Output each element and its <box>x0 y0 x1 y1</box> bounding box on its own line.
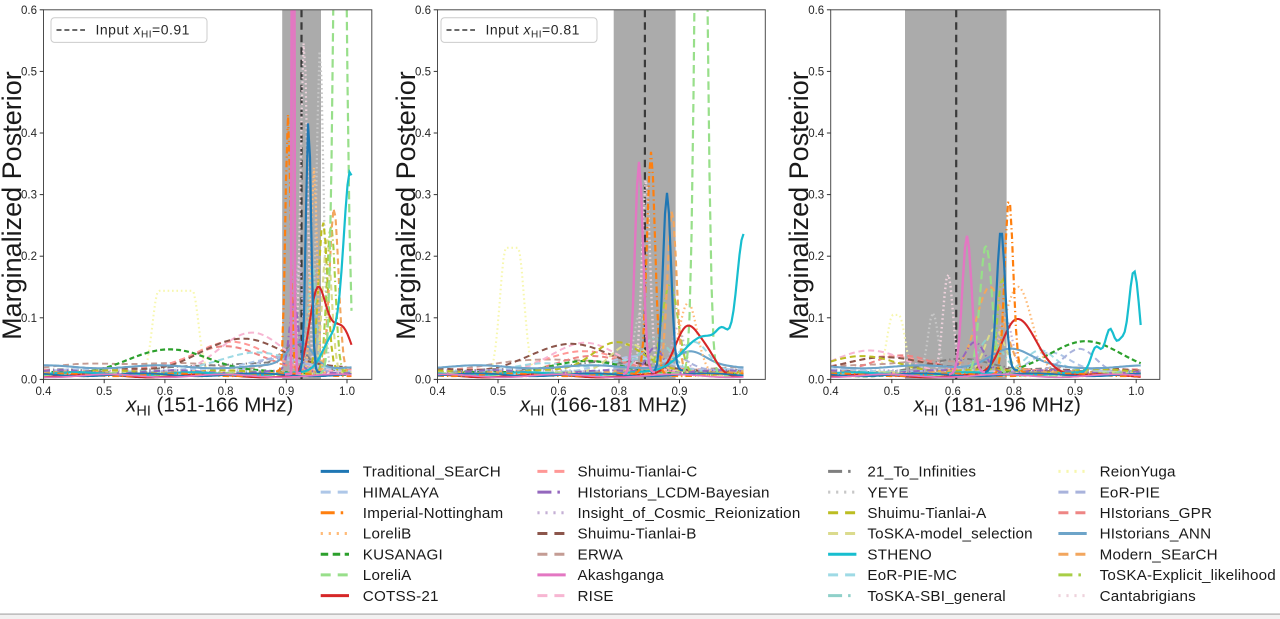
svg-text:0.5: 0.5 <box>415 66 431 78</box>
svg-text:0.4: 0.4 <box>415 128 432 140</box>
svg-text:ToSKA-Explicit_likelihood: ToSKA-Explicit_likelihood <box>1100 567 1276 584</box>
svg-text:1.0: 1.0 <box>339 386 355 398</box>
svg-text:0.4: 0.4 <box>808 128 825 140</box>
svg-text:0.3: 0.3 <box>21 190 37 202</box>
svg-text:0.9: 0.9 <box>278 386 294 398</box>
svg-text:0.6: 0.6 <box>415 5 431 17</box>
svg-text:xHI (166-181 MHz): xHI (166-181 MHz) <box>519 394 687 420</box>
svg-text:Traditional_SEarCH: Traditional_SEarCH <box>363 464 501 481</box>
svg-text:Input xHI=0.91: Input xHI=0.91 <box>96 22 190 41</box>
svg-text:0.0: 0.0 <box>21 374 37 386</box>
svg-text:HIstorians_GPR: HIstorians_GPR <box>1100 505 1213 522</box>
svg-text:YEYE: YEYE <box>867 484 908 501</box>
svg-text:Shuimu-Tianlai-A: Shuimu-Tianlai-A <box>867 505 987 522</box>
svg-text:1.0: 1.0 <box>732 386 748 398</box>
svg-text:0.6: 0.6 <box>808 5 824 17</box>
svg-text:0.2: 0.2 <box>415 251 431 263</box>
svg-text:KUSANAGI: KUSANAGI <box>363 546 443 563</box>
svg-text:COTSS-21: COTSS-21 <box>363 588 439 605</box>
svg-text:0.3: 0.3 <box>415 190 431 202</box>
svg-text:0.1: 0.1 <box>415 313 431 325</box>
svg-text:Input xHI=0.81: Input xHI=0.81 <box>486 22 580 41</box>
svg-text:1.0: 1.0 <box>1128 386 1144 398</box>
svg-text:0.5: 0.5 <box>21 66 37 78</box>
svg-text:LoreliA: LoreliA <box>363 567 412 584</box>
svg-text:HIstorians_ANN: HIstorians_ANN <box>1100 526 1212 543</box>
svg-text:STHENO: STHENO <box>867 546 932 563</box>
svg-text:21_To_Infinities: 21_To_Infinities <box>867 464 976 481</box>
svg-text:0.1: 0.1 <box>808 313 824 325</box>
svg-text:RISE: RISE <box>578 588 614 605</box>
svg-text:0.5: 0.5 <box>490 386 506 398</box>
svg-text:Shuimu-Tianlai-C: Shuimu-Tianlai-C <box>578 464 698 481</box>
svg-text:0.4: 0.4 <box>823 386 840 398</box>
svg-text:0.4: 0.4 <box>430 386 447 398</box>
svg-text:Marginalized Posterior: Marginalized Posterior <box>784 71 814 340</box>
svg-text:EoR-PIE-MC: EoR-PIE-MC <box>867 567 957 584</box>
svg-text:0.9: 0.9 <box>672 386 688 398</box>
svg-text:Akashganga: Akashganga <box>578 567 665 584</box>
svg-text:0.8: 0.8 <box>1006 386 1022 398</box>
svg-text:0.5: 0.5 <box>884 386 900 398</box>
svg-text:0.5: 0.5 <box>96 386 112 398</box>
svg-text:0.2: 0.2 <box>21 251 37 263</box>
svg-text:LoreliB: LoreliB <box>363 526 412 543</box>
svg-text:0.2: 0.2 <box>808 251 824 263</box>
svg-text:0.4: 0.4 <box>21 128 38 140</box>
svg-text:0.6: 0.6 <box>21 5 37 17</box>
svg-text:0.9: 0.9 <box>1067 386 1083 398</box>
svg-text:0.5: 0.5 <box>808 66 824 78</box>
svg-text:0.6: 0.6 <box>551 386 567 398</box>
svg-text:0.8: 0.8 <box>218 386 234 398</box>
svg-text:0.1: 0.1 <box>21 313 37 325</box>
svg-text:0.0: 0.0 <box>415 374 431 386</box>
svg-text:Cantabrigians: Cantabrigians <box>1100 588 1197 605</box>
svg-text:ERWA: ERWA <box>578 546 624 563</box>
svg-text:HIstorians_LCDM-Bayesian: HIstorians_LCDM-Bayesian <box>578 484 770 501</box>
svg-text:Marginalized Posterior: Marginalized Posterior <box>0 71 27 340</box>
svg-text:xHI (151-166 MHz): xHI (151-166 MHz) <box>125 394 293 420</box>
svg-text:0.6: 0.6 <box>945 386 961 398</box>
svg-text:ReionYuga: ReionYuga <box>1100 464 1176 481</box>
svg-text:Shuimu-Tianlai-B: Shuimu-Tianlai-B <box>578 526 697 543</box>
svg-text:Insight_of_Cosmic_Reionization: Insight_of_Cosmic_Reionization <box>578 505 801 522</box>
svg-text:0.3: 0.3 <box>808 190 824 202</box>
svg-text:ToSKA-model_selection: ToSKA-model_selection <box>867 526 1032 543</box>
svg-text:0.0: 0.0 <box>808 374 824 386</box>
svg-text:xHI (181-196 MHz): xHI (181-196 MHz) <box>913 394 1081 420</box>
svg-text:0.8: 0.8 <box>611 386 627 398</box>
svg-text:0.4: 0.4 <box>36 386 53 398</box>
svg-text:Marginalized Posterior: Marginalized Posterior <box>391 71 421 340</box>
svg-text:0.6: 0.6 <box>157 386 173 398</box>
svg-text:EoR-PIE: EoR-PIE <box>1100 484 1160 501</box>
svg-text:HIMALAYA: HIMALAYA <box>363 484 440 501</box>
svg-text:Modern_SEarCH: Modern_SEarCH <box>1100 546 1218 563</box>
svg-text:Imperial-Nottingham: Imperial-Nottingham <box>363 505 504 522</box>
svg-text:ToSKA-SBI_general: ToSKA-SBI_general <box>867 588 1005 605</box>
